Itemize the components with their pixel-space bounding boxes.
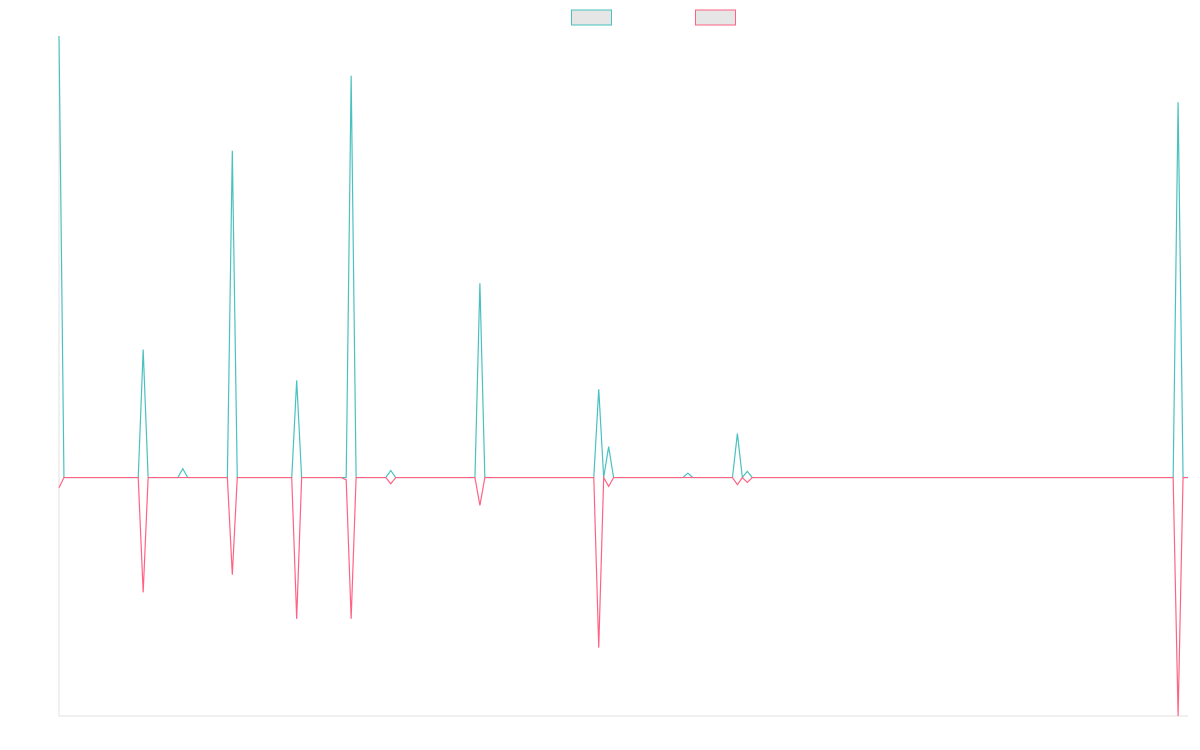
- series-line: [58, 475, 1188, 717]
- legend-swatch: [571, 9, 612, 26]
- legend-swatch: [695, 9, 736, 26]
- series-line: [58, 35, 1188, 480]
